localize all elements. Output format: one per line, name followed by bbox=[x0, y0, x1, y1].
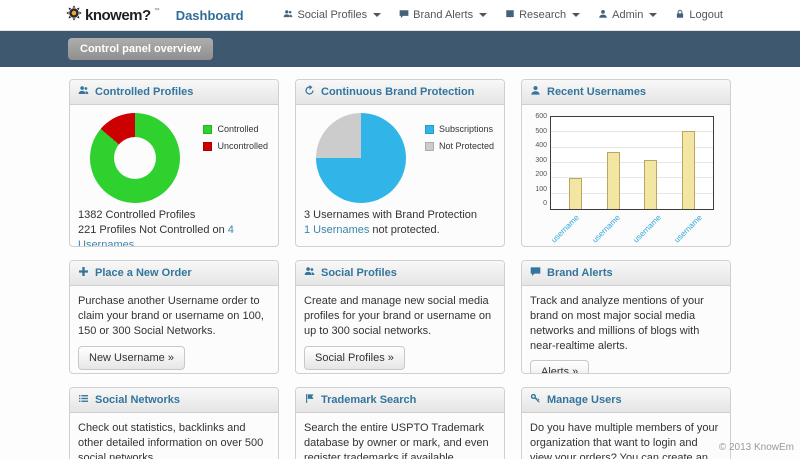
comment-icon bbox=[530, 266, 541, 280]
panel-title: Trademark Search bbox=[321, 394, 417, 406]
panel-recent-usernames: Recent Usernames 600 500 400 300 200 100 0 use… bbox=[521, 79, 731, 247]
users-icon bbox=[78, 85, 89, 99]
stat-controlled-count: 1382 Controlled Profiles bbox=[78, 209, 196, 221]
chevron-down-icon bbox=[373, 13, 382, 17]
legend-swatch-notprotected bbox=[424, 141, 434, 151]
knowem-logo[interactable]: knowem? ™ bbox=[66, 4, 160, 26]
alerts-button[interactable]: Alerts » bbox=[530, 360, 590, 373]
panel-text: Do you have multiple members of your org… bbox=[530, 422, 719, 459]
protection-pie-chart bbox=[316, 113, 406, 203]
pie-legend: Subscriptions Not Protected bbox=[424, 113, 494, 157]
bar-x-label: username bbox=[631, 213, 663, 245]
chevron-down-icon bbox=[572, 13, 581, 17]
panel-title: Continuous Brand Protection bbox=[321, 86, 475, 98]
logo-trademark: ™ bbox=[153, 7, 160, 14]
nav-label: Logout bbox=[689, 9, 723, 21]
bar-x-label: username bbox=[549, 213, 581, 245]
nav-item-logout[interactable]: Logout bbox=[666, 4, 732, 27]
bar bbox=[681, 130, 695, 209]
flag-icon bbox=[304, 393, 315, 407]
bar-chart-bars bbox=[551, 117, 713, 209]
panel-brand-protection: Continuous Brand Protection Subscription… bbox=[295, 79, 505, 247]
panel-title: Brand Alerts bbox=[547, 267, 613, 279]
main-nav: Social Profiles Brand Alerts Research Ad… bbox=[274, 4, 732, 27]
recent-usernames-bar-chart: 600 500 400 300 200 100 0 bbox=[530, 113, 722, 210]
copyright-text: © 2013 KnowEm bbox=[718, 442, 794, 453]
panel-text: Track and analyze mentions of your brand… bbox=[530, 295, 704, 352]
panel-brand-alerts: Brand Alerts Track and analyze mentions … bbox=[521, 260, 731, 374]
legend-label: Uncontrolled bbox=[217, 141, 268, 152]
stat-notprotected-count: 1 Usernames not protected. bbox=[304, 223, 440, 236]
panel-social-networks: Social Networks Check out statistics, ba… bbox=[69, 387, 279, 459]
legend-swatch-controlled bbox=[203, 124, 213, 134]
legend-swatch-subscriptions bbox=[424, 124, 434, 134]
book-icon bbox=[505, 9, 515, 22]
legend-label: Controlled bbox=[217, 124, 259, 134]
bar bbox=[644, 159, 658, 209]
panel-title: Place a New Order bbox=[95, 267, 192, 279]
nav-label: Admin bbox=[612, 9, 644, 21]
page-header-band: Control panel overview bbox=[0, 31, 800, 67]
users-icon bbox=[304, 266, 315, 280]
logo-text: knowem? bbox=[85, 6, 151, 24]
social-profiles-button[interactable]: Social Profiles » bbox=[304, 345, 405, 371]
nav-item-admin[interactable]: Admin bbox=[589, 4, 666, 27]
panel-text: Check out statistics, backlinks and othe… bbox=[78, 422, 264, 459]
panel-title: Controlled Profiles bbox=[95, 86, 194, 98]
panel-title: Manage Users bbox=[547, 394, 622, 406]
key-icon bbox=[530, 393, 541, 407]
panel-social-profiles: Social Profiles Create and manage new so… bbox=[295, 260, 505, 374]
nav-item-social-profiles[interactable]: Social Profiles bbox=[274, 4, 390, 27]
bar-chart-xlabels: username username username username bbox=[549, 210, 714, 246]
chevron-down-icon bbox=[479, 13, 488, 17]
new-username-button[interactable]: New Username » bbox=[78, 345, 185, 371]
nav-label: Brand Alerts bbox=[413, 9, 474, 21]
controlled-donut-chart bbox=[90, 113, 180, 203]
panel-manage-users: Manage Users Do you have multiple member… bbox=[521, 387, 731, 459]
panel-text: Purchase another Username order to claim… bbox=[78, 295, 264, 337]
breadcrumb: Control panel overview bbox=[68, 38, 214, 60]
bar-chart-yaxis: 600 500 400 300 200 100 0 bbox=[535, 113, 547, 207]
panel-title: Social Profiles bbox=[321, 267, 397, 279]
nav-label: Research bbox=[519, 9, 567, 21]
chevron-down-icon bbox=[649, 13, 658, 17]
list-icon bbox=[78, 393, 89, 407]
legend-label: Not Protected bbox=[438, 141, 494, 152]
panel-title: Social Networks bbox=[95, 394, 180, 406]
bar-x-label: username bbox=[590, 213, 622, 245]
panel-text: Search the entire USPTO Trademark databa… bbox=[304, 422, 489, 459]
knowem-gear-icon bbox=[66, 4, 82, 26]
controlled-stats: 1382 Controlled Profiles 221 Profiles No… bbox=[78, 208, 270, 247]
usernames-link[interactable]: 4 Usernames bbox=[78, 223, 234, 247]
panel-text: Create and manage new social media profi… bbox=[304, 295, 492, 337]
lock-icon bbox=[675, 9, 685, 22]
bar-x-label: username bbox=[672, 213, 704, 245]
bar bbox=[569, 178, 583, 209]
stat-uncontrolled-count: 221 Profiles Not Controlled on 4 Username… bbox=[78, 223, 270, 247]
users-icon bbox=[283, 9, 293, 22]
refresh-icon bbox=[304, 85, 315, 99]
stat-protected-count: 3 Usernames with Brand Protection bbox=[304, 209, 478, 221]
panel-place-new-order: Place a New Order Purchase another Usern… bbox=[69, 260, 279, 374]
panel-title: Recent Usernames bbox=[547, 86, 647, 98]
nav-label: Social Profiles bbox=[297, 9, 368, 21]
comment-icon bbox=[399, 9, 409, 22]
content-area: Controlled Profiles Controlled Uncontrol… bbox=[69, 79, 731, 459]
nav-item-brand-alerts[interactable]: Brand Alerts bbox=[390, 4, 496, 27]
donut-legend: Controlled Uncontrolled bbox=[203, 113, 268, 157]
user-icon bbox=[530, 85, 541, 99]
legend-label: Subscriptions bbox=[438, 124, 493, 134]
panel-trademark-search: Trademark Search Search the entire USPTO… bbox=[295, 387, 505, 459]
usernames-link[interactable]: 1 Usernames bbox=[304, 223, 370, 236]
dashboard-title[interactable]: Dashboard bbox=[175, 7, 244, 23]
bar-chart-plot bbox=[550, 116, 714, 210]
panel-controlled-profiles: Controlled Profiles Controlled Uncontrol… bbox=[69, 79, 279, 247]
legend-swatch-uncontrolled bbox=[203, 141, 213, 151]
user-icon bbox=[598, 9, 608, 22]
plus-icon bbox=[78, 266, 89, 280]
top-navbar: knowem? ™ Dashboard Social Profiles Bran… bbox=[0, 0, 800, 31]
bar bbox=[606, 152, 620, 209]
protection-stats: 3 Usernames with Brand Protection 1 User… bbox=[304, 208, 496, 238]
nav-item-research[interactable]: Research bbox=[496, 4, 589, 27]
